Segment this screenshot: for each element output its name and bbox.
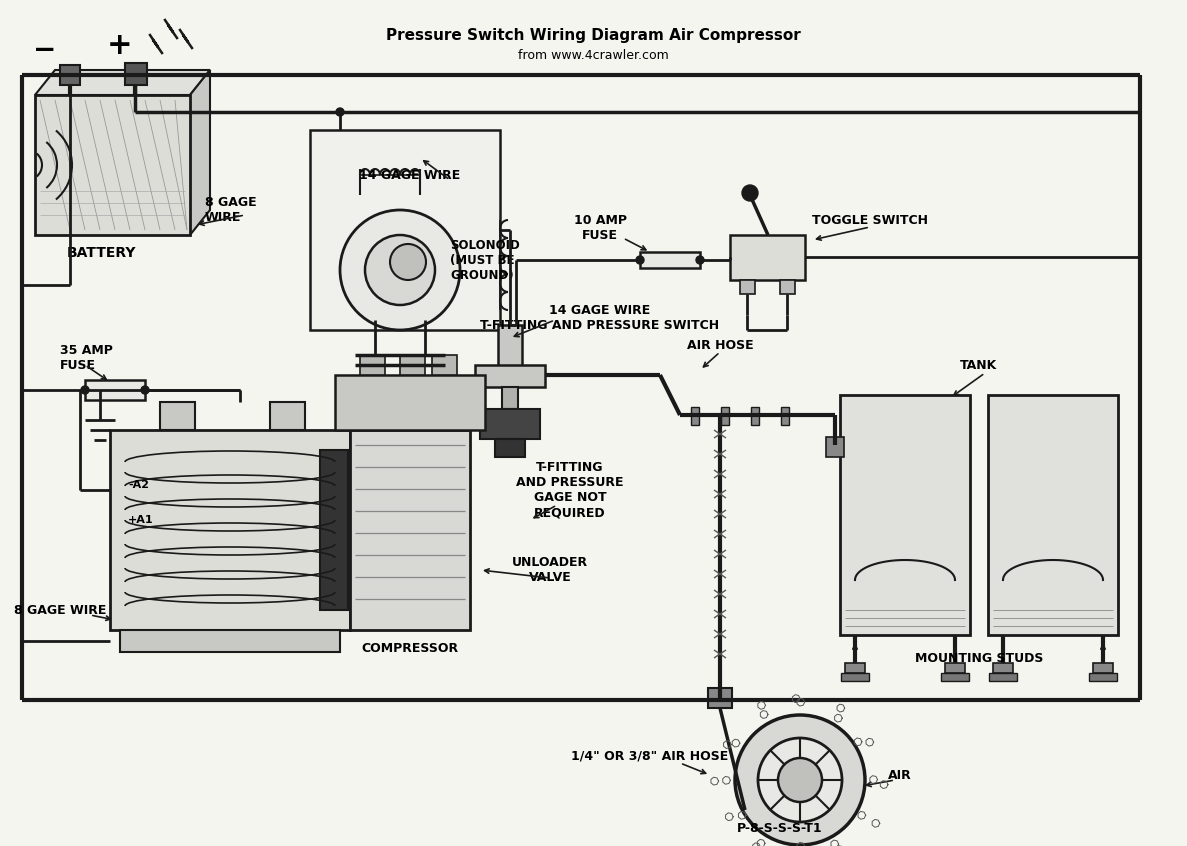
Text: +A1: +A1: [128, 515, 153, 525]
Bar: [1088, 673, 1117, 681]
Text: 35 AMP
FUSE: 35 AMP FUSE: [61, 344, 113, 372]
Bar: [780, 280, 795, 294]
Text: AIR HOSE: AIR HOSE: [687, 338, 754, 351]
Bar: [499, 325, 522, 385]
Text: 10 AMP
FUSE: 10 AMP FUSE: [573, 214, 627, 242]
Bar: [1093, 663, 1113, 673]
Bar: [721, 407, 729, 425]
Text: T-FITTING AND PRESSURE SWITCH: T-FITTING AND PRESSURE SWITCH: [481, 318, 719, 332]
Circle shape: [696, 256, 704, 264]
Circle shape: [391, 244, 426, 280]
Bar: [842, 673, 869, 681]
Text: 8 GAGE
WIRE: 8 GAGE WIRE: [205, 196, 256, 224]
Bar: [110, 430, 350, 630]
Circle shape: [742, 185, 758, 201]
Text: TANK: TANK: [960, 359, 997, 371]
Text: BATTERY: BATTERY: [68, 246, 137, 260]
Text: SOLONOID
(MUST BE
GROUND): SOLONOID (MUST BE GROUND): [450, 239, 520, 282]
Bar: [751, 407, 758, 425]
Bar: [34, 95, 190, 235]
Polygon shape: [34, 70, 210, 95]
Bar: [360, 355, 385, 375]
Text: T-FITTING
AND PRESSURE
GAGE NOT
REQUIRED: T-FITTING AND PRESSURE GAGE NOT REQUIRED: [516, 461, 623, 519]
Text: COMPRESSOR: COMPRESSOR: [361, 641, 458, 655]
Text: −: −: [33, 36, 57, 64]
Bar: [707, 688, 732, 708]
Bar: [640, 252, 700, 268]
Bar: [845, 663, 865, 673]
Bar: [475, 365, 545, 387]
Bar: [945, 663, 965, 673]
Bar: [85, 380, 145, 400]
Text: MOUNTING STUDS: MOUNTING STUDS: [915, 651, 1043, 664]
Bar: [989, 673, 1017, 681]
Circle shape: [636, 256, 645, 264]
Bar: [781, 407, 789, 425]
Bar: [269, 402, 305, 430]
Polygon shape: [190, 70, 210, 235]
Bar: [740, 280, 755, 294]
Bar: [125, 63, 147, 85]
Bar: [826, 437, 844, 457]
Text: AIR: AIR: [888, 768, 912, 782]
Text: 8 GAGE WIRE: 8 GAGE WIRE: [14, 603, 106, 617]
Text: from www.4crawler.com: from www.4crawler.com: [518, 48, 668, 62]
Bar: [480, 409, 540, 439]
Text: 14 GAGE WIRE: 14 GAGE WIRE: [360, 168, 461, 182]
Bar: [495, 439, 525, 457]
Bar: [120, 630, 339, 652]
Bar: [941, 673, 969, 681]
Text: TOGGLE SWITCH: TOGGLE SWITCH: [812, 213, 928, 227]
Bar: [350, 430, 470, 630]
Bar: [994, 663, 1013, 673]
Bar: [400, 355, 425, 375]
Bar: [310, 130, 500, 330]
Bar: [691, 407, 699, 425]
Circle shape: [364, 235, 434, 305]
Bar: [502, 387, 518, 409]
Bar: [432, 355, 457, 375]
Bar: [160, 402, 195, 430]
Bar: [730, 235, 805, 280]
Circle shape: [81, 386, 89, 394]
Bar: [988, 395, 1118, 635]
Text: 14 GAGE WIRE: 14 GAGE WIRE: [550, 304, 650, 316]
Circle shape: [735, 715, 865, 845]
Circle shape: [339, 210, 461, 330]
Bar: [840, 395, 970, 635]
Circle shape: [758, 738, 842, 822]
Text: P-8-S-S-S-T1: P-8-S-S-S-T1: [737, 821, 823, 834]
Text: +: +: [107, 30, 133, 59]
Bar: [61, 65, 80, 85]
Bar: [335, 375, 485, 430]
Text: 1/4" OR 3/8" AIR HOSE: 1/4" OR 3/8" AIR HOSE: [571, 750, 729, 762]
Text: Pressure Switch Wiring Diagram Air Compressor: Pressure Switch Wiring Diagram Air Compr…: [386, 28, 800, 42]
Text: -A2: -A2: [128, 480, 150, 490]
Bar: [320, 450, 348, 610]
Circle shape: [777, 758, 823, 802]
Circle shape: [141, 386, 150, 394]
Circle shape: [336, 108, 344, 116]
Text: UNLOADER
VALVE: UNLOADER VALVE: [512, 556, 588, 584]
